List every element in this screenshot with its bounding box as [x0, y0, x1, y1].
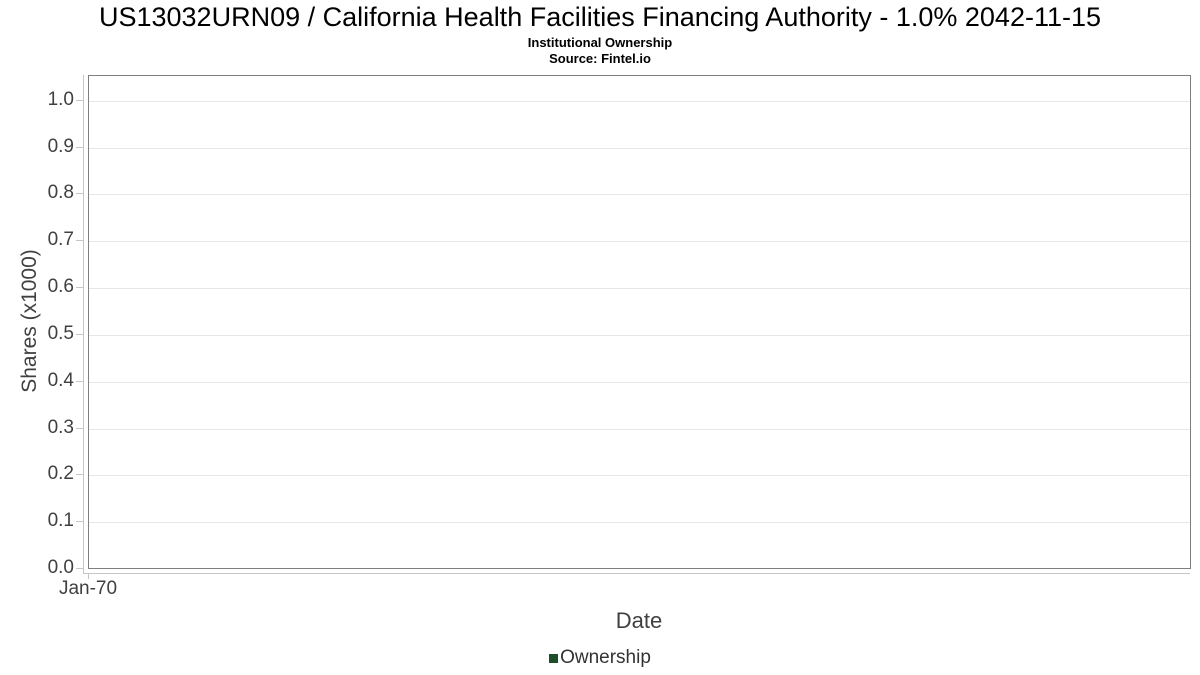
- x-axis-title: Date: [615, 608, 663, 633]
- chart-subtitle: Institutional Ownership: [527, 35, 673, 50]
- x-axis-line: [83, 573, 1190, 574]
- gridline: [89, 101, 1190, 102]
- y-tick-mark: [76, 240, 83, 241]
- gridline: [89, 194, 1190, 195]
- gridline: [89, 241, 1190, 242]
- page-title: US13032URN09 / California Health Facilit…: [98, 2, 1102, 32]
- x-tick-label: Jan-70: [58, 578, 118, 599]
- plot-area: [88, 75, 1191, 569]
- y-tick-label: 0.3: [47, 417, 74, 438]
- y-tick-mark: [76, 381, 83, 382]
- y-tick-label: 0.6: [47, 276, 74, 297]
- y-tick-mark: [76, 334, 83, 335]
- y-tick-label: 0.9: [47, 136, 74, 157]
- y-tick-label: 0.5: [47, 323, 74, 344]
- y-tick-mark: [76, 568, 83, 569]
- y-tick-mark: [76, 287, 83, 288]
- gridline: [89, 335, 1190, 336]
- legend-marker-square: [549, 653, 559, 663]
- y-tick-label: 0.4: [47, 370, 74, 391]
- y-tick-mark: [76, 521, 83, 522]
- y-tick-mark: [76, 193, 83, 194]
- gridline: [89, 522, 1190, 523]
- gridline: [89, 148, 1190, 149]
- y-tick-mark: [76, 147, 83, 148]
- legend: Ownership: [0, 647, 1200, 669]
- y-tick-label: 1.0: [47, 89, 74, 110]
- y-tick-label: 0.0: [47, 557, 74, 578]
- x-tick-mark: [88, 573, 89, 579]
- y-axis-line: [83, 75, 84, 573]
- y-tick-mark: [76, 428, 83, 429]
- y-tick-label: 0.1: [47, 510, 74, 531]
- y-tick-label: 0.2: [47, 463, 74, 484]
- y-tick-mark: [76, 474, 83, 475]
- gridline: [89, 429, 1190, 430]
- y-tick-mark: [76, 100, 83, 101]
- y-tick-label: 0.8: [47, 182, 74, 203]
- gridline: [89, 382, 1190, 383]
- gridline: [89, 288, 1190, 289]
- y-tick-label: 0.7: [47, 229, 74, 250]
- gridline: [89, 475, 1190, 476]
- chart-source-label: Source: Fintel.io: [549, 51, 651, 66]
- legend-label: Ownership: [560, 647, 651, 668]
